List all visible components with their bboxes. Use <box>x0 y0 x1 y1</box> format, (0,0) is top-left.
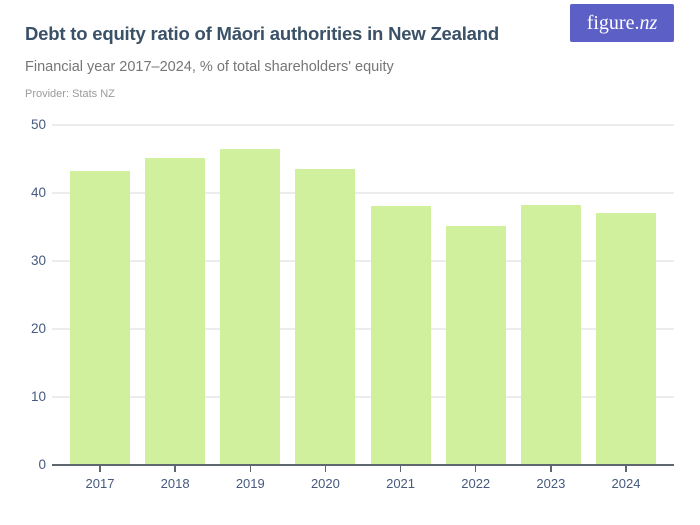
bars-row <box>52 125 674 465</box>
page-title: Debt to equity ratio of Māori authoritie… <box>25 23 499 44</box>
y-axis-label-50: 50 <box>30 117 46 132</box>
gridline-50 <box>52 124 674 126</box>
x-labels-row: 2017 2018 2019 2020 2021 2022 2023 2024 <box>52 476 674 492</box>
x-axis-label-2023: 2023 <box>536 476 566 491</box>
y-axis-label-0: 0 <box>38 457 46 472</box>
x-tick-mark <box>550 466 552 472</box>
y-axis: 0 10 20 30 40 50 <box>0 117 46 472</box>
x-tick-2024 <box>596 466 656 472</box>
x-axis-label-2024: 2024 <box>611 476 641 491</box>
logo-text-accent: nz <box>639 11 658 34</box>
bar-2023[interactable] <box>520 205 581 465</box>
x-axis-line <box>52 464 674 466</box>
x-tick-mark <box>324 466 327 472</box>
x-ticks-row <box>52 466 674 472</box>
x-tick-2019 <box>220 466 280 472</box>
x-tick-mark <box>625 466 627 472</box>
x-axis-label-2018: 2018 <box>160 476 190 491</box>
x-tick-mark <box>174 466 176 472</box>
figure-nz-logo[interactable]: figure. nz <box>570 4 674 42</box>
x-tick-2023 <box>521 466 581 472</box>
gridline-30 <box>52 260 674 262</box>
x-axis-label-2022: 2022 <box>461 476 491 491</box>
x-tick-mark <box>249 466 252 472</box>
y-axis-label-20: 20 <box>30 321 46 336</box>
gridline-10 <box>52 396 674 398</box>
bar-2017[interactable] <box>70 170 130 465</box>
bar-2019[interactable] <box>220 148 281 465</box>
x-tick-2017 <box>70 466 130 472</box>
bar-2020[interactable] <box>295 169 356 465</box>
chart-subtitle: Financial year 2017–2024, % of total sha… <box>25 59 394 75</box>
x-axis-label-2020: 2020 <box>310 476 340 491</box>
x-tick-2022 <box>446 466 506 472</box>
plot-area <box>52 124 674 465</box>
x-tick-2020 <box>295 466 355 472</box>
x-axis-label-2019: 2019 <box>235 476 265 491</box>
y-axis-label-40: 40 <box>30 185 46 200</box>
y-axis-label-30: 30 <box>30 253 46 268</box>
y-axis-label-10: 10 <box>30 389 46 404</box>
x-axis-label-2017: 2017 <box>85 476 115 491</box>
x-tick-mark <box>99 466 101 472</box>
x-tick-2018 <box>145 466 205 472</box>
bar-2021[interactable] <box>370 205 431 465</box>
x-tick-2021 <box>371 466 431 472</box>
x-axis-label-2021: 2021 <box>386 476 416 491</box>
gridline-40 <box>52 192 674 194</box>
bar-2018[interactable] <box>145 158 206 465</box>
x-tick-mark <box>399 466 402 472</box>
gridline-20 <box>52 328 674 330</box>
bar-2022[interactable] <box>445 225 506 465</box>
logo-text-main: figure. <box>586 11 640 34</box>
x-tick-mark <box>474 466 477 472</box>
provider-label: Provider: Stats NZ <box>25 88 115 100</box>
bar-2024[interactable] <box>595 213 656 465</box>
